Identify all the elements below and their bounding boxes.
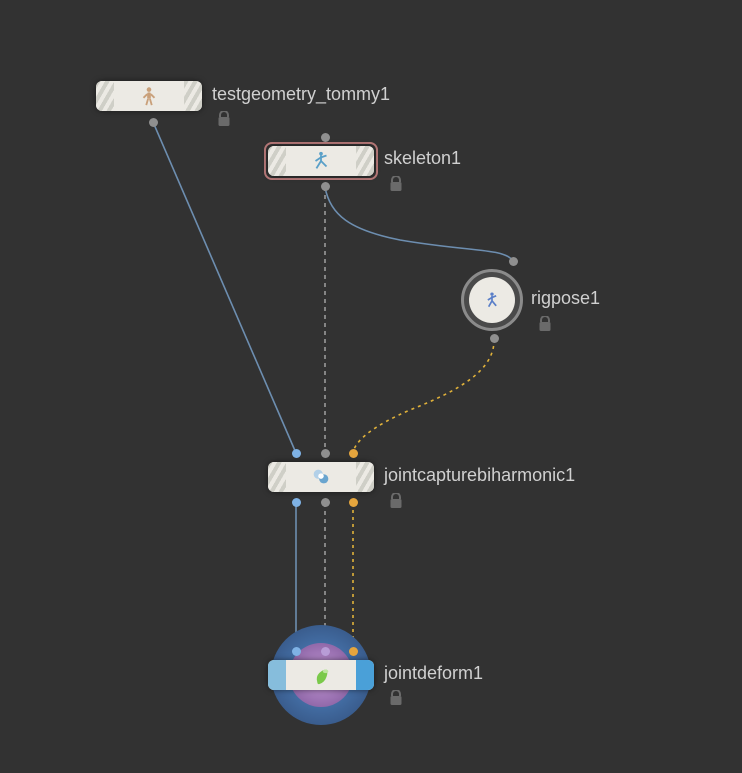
output-port[interactable] — [149, 118, 158, 127]
person-stand-icon — [138, 85, 160, 107]
node-testgeometry-label: testgeometry_tommy1 — [212, 84, 390, 105]
node-jointdeform-label: jointdeform1 — [384, 663, 483, 684]
lock-icon — [217, 111, 231, 127]
edge-layer — [0, 0, 742, 773]
jointdeform-icon — [310, 664, 332, 686]
jointcapture-icon — [310, 466, 332, 488]
input-port[interactable] — [321, 133, 330, 142]
input-port[interactable] — [509, 257, 518, 266]
node-graph-canvas[interactable]: testgeometry_tommy1 skeleton1 — [0, 0, 742, 773]
lock-icon — [389, 493, 403, 509]
lock-icon — [538, 316, 552, 332]
node-skeleton[interactable] — [268, 146, 374, 176]
node-rigpose-label: rigpose1 — [531, 288, 600, 309]
node-skeleton-label: skeleton1 — [384, 148, 461, 169]
lock-icon — [389, 176, 403, 192]
edge[interactable] — [353, 339, 494, 453]
rigpose-figure-icon — [482, 290, 502, 310]
output-port[interactable] — [490, 334, 499, 343]
input-port-2[interactable] — [349, 647, 358, 656]
output-port-2[interactable] — [349, 498, 358, 507]
edge[interactable] — [325, 187, 513, 261]
output-port-1[interactable] — [321, 498, 330, 507]
node-jointcapture[interactable] — [268, 462, 374, 492]
input-port-1[interactable] — [321, 647, 330, 656]
output-port[interactable] — [321, 182, 330, 191]
input-port-1[interactable] — [321, 449, 330, 458]
node-jointdeform[interactable] — [268, 660, 374, 690]
node-jointcapture-label: jointcapturebiharmonic1 — [384, 465, 575, 486]
input-port-2[interactable] — [349, 449, 358, 458]
output-port-0[interactable] — [292, 498, 301, 507]
lock-icon — [389, 690, 403, 706]
input-port-0[interactable] — [292, 647, 301, 656]
input-port-0[interactable] — [292, 449, 301, 458]
node-rigpose[interactable] — [461, 269, 523, 331]
node-testgeometry[interactable] — [96, 81, 202, 111]
skeleton-figure-icon — [310, 150, 332, 172]
